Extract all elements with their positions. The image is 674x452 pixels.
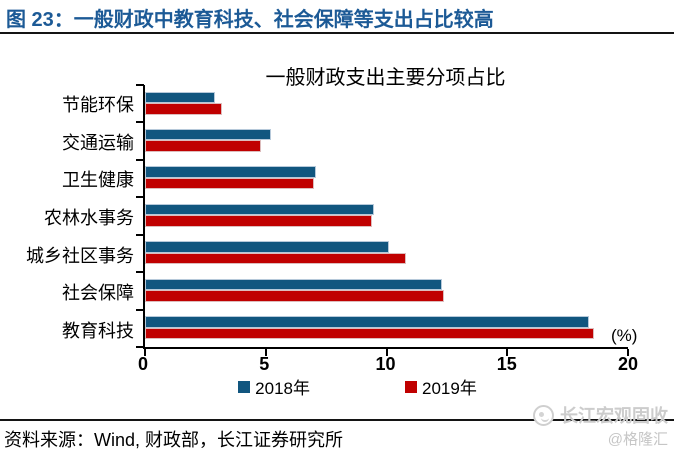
x-tick-labels: 0 5 10 15 20 xyxy=(138,354,638,376)
bar-series-1 xyxy=(145,140,261,152)
category-label: 社会保障 xyxy=(62,283,134,304)
bar-series-0 xyxy=(145,278,443,291)
changjiang-logo-icon xyxy=(533,404,554,426)
legend-swatch-icon xyxy=(238,380,251,393)
x-axis-tick xyxy=(264,349,267,356)
bar-series-0 xyxy=(145,128,271,141)
plot-area xyxy=(136,84,629,356)
legend-item-1: 2019年 xyxy=(405,374,477,399)
bar-group xyxy=(145,235,628,272)
y-axis-tick xyxy=(136,196,144,199)
bar-series-1 xyxy=(145,252,406,265)
category-labels: 节能环保交通运输卫生健康农林水事务城乡社区事务社会保障教育科技 xyxy=(0,85,134,349)
y-axis-tick xyxy=(136,233,144,236)
bar-series-1 xyxy=(145,177,315,190)
y-axis-tick xyxy=(136,84,144,86)
watermark: 长江宏观固收 @格隆汇 xyxy=(533,402,668,449)
legend-item-0: 2018年 xyxy=(238,374,310,399)
y-axis-tick xyxy=(136,158,144,161)
category-label: 教育科技 xyxy=(62,321,134,342)
bar-group xyxy=(145,310,628,347)
bar-group xyxy=(145,122,628,159)
legend-swatch-icon xyxy=(405,380,417,393)
bar-series-1 xyxy=(145,327,595,340)
legend-label: 2019年 xyxy=(422,379,477,398)
bar-group xyxy=(145,160,628,197)
bar-group xyxy=(145,272,628,309)
x-tick-label: 5 xyxy=(259,354,270,374)
x-tick-label: 15 xyxy=(496,354,517,374)
y-axis-tick xyxy=(136,271,144,274)
bar-series-0 xyxy=(145,316,590,328)
x-axis-tick xyxy=(627,349,629,356)
category-label: 城乡社区事务 xyxy=(26,245,134,266)
x-axis-tick xyxy=(506,349,509,356)
data-source-note: 资料来源：Wind, 财政部，长江证券研究所 xyxy=(4,430,344,450)
x-axis-tick xyxy=(385,349,388,356)
axis-unit-label: (%) xyxy=(611,326,638,345)
y-axis-tick xyxy=(136,121,144,124)
x-tick-label: 20 xyxy=(617,354,639,374)
watermark-brand-row: 长江宏观固收 xyxy=(533,402,668,428)
y-axis-tick xyxy=(136,346,144,348)
x-tick-label: 0 xyxy=(137,354,149,374)
x-tick-label: 10 xyxy=(375,354,396,374)
legend: 2018年 2019年 xyxy=(115,374,600,399)
chart-title: 一般财政支出主要分项占比 xyxy=(265,67,506,89)
bar-series-1 xyxy=(145,215,372,227)
bottom-divider xyxy=(0,419,674,421)
bar-series-1 xyxy=(145,103,223,115)
legend-label: 2018年 xyxy=(255,379,310,398)
figure-title: 图 23：一般财政中教育科技、社会保障等支出占比较高 xyxy=(6,9,494,31)
category-label: 交通运输 xyxy=(62,132,134,153)
category-label: 卫生健康 xyxy=(62,170,134,191)
bar-series-0 xyxy=(145,203,375,216)
category-label: 节能环保 xyxy=(62,94,134,115)
bar-group xyxy=(145,85,628,122)
top-divider xyxy=(0,32,674,34)
bar-group xyxy=(145,197,628,234)
bar-series-0 xyxy=(145,166,317,178)
bar-series-1 xyxy=(145,290,445,302)
category-label: 农林水事务 xyxy=(44,208,134,229)
x-axis-tick xyxy=(144,349,146,356)
watermark-brand: 长江宏观固收 xyxy=(560,406,668,426)
y-axis-tick xyxy=(136,308,144,311)
bar-series-0 xyxy=(145,241,389,253)
watermark-handle: @格隆汇 xyxy=(607,431,668,448)
bar-series-0 xyxy=(145,91,216,103)
